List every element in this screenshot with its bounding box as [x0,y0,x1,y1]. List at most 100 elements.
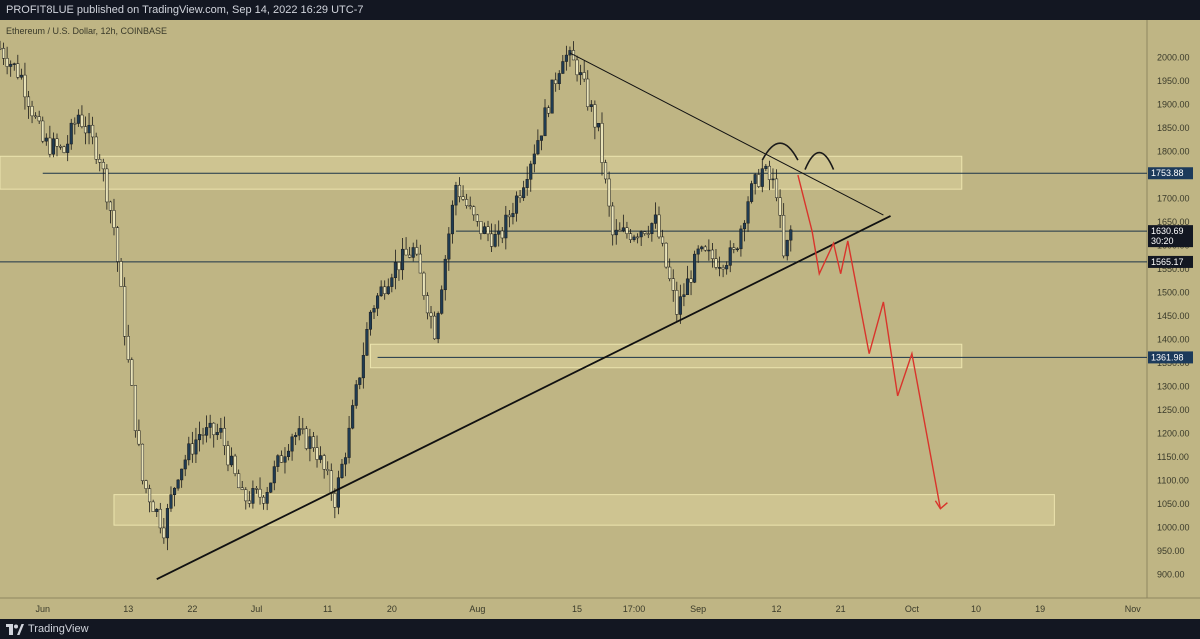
candle-body [62,146,66,153]
price-axis-background[interactable] [1147,20,1200,598]
candle-body [593,104,597,128]
candle-body [379,286,383,297]
candle-body [611,205,615,236]
candle-body [703,246,707,251]
candles-layer [0,40,793,551]
candle-body [596,123,600,128]
price-tick-label: 1900.00 [1157,100,1190,110]
candle-body [468,205,472,207]
candle-body [742,222,747,230]
candle-body [226,445,230,466]
ascending-trendline [156,215,891,581]
candle-body [180,468,184,481]
candle-body [247,500,251,504]
candle-body [415,247,419,255]
candle-body [165,508,169,539]
candle-body [126,336,130,360]
candle-body [457,184,462,197]
candle-body [151,501,155,512]
candle-body [529,163,533,180]
candle-body [618,229,622,232]
candle-body [404,248,408,256]
candle-body [98,159,102,163]
candle-body [543,107,547,137]
candle-body [539,135,543,141]
candle-body [368,311,373,330]
time-tick-label: 20 [387,604,397,614]
candle-body [408,254,412,258]
candle-body [621,227,625,231]
time-tick-label: Nov [1125,604,1142,614]
price-chart[interactable]: 900.00 950.00 1000.00 1050.00 1100.00 1150.00… [0,20,1200,619]
candle-body [69,122,73,145]
candle-body [212,422,216,436]
candle-body [41,120,45,142]
candle-body [205,427,209,436]
candle-body [304,428,308,449]
candle-body [461,196,465,200]
candle-body [137,430,141,445]
candle-body [614,229,618,236]
candle-body [12,63,16,65]
candle-body [66,143,70,153]
candle-body [83,126,88,134]
candle-body [283,456,287,463]
candle-body [265,492,269,504]
candle-body [717,267,722,269]
time-axis-background[interactable] [0,598,1200,619]
price-tick-label: 950.00 [1157,546,1185,556]
tradingview-logo-icon [6,623,24,635]
candle-body [361,355,365,379]
candle-body [604,162,608,180]
price-tick-label: 1550.00 [1157,264,1190,274]
countdown-label-text: 30:20 [1151,236,1174,246]
candle-body [607,178,611,207]
price-label-box [1148,255,1193,268]
candle-body [286,450,291,457]
candle-body [190,443,194,455]
candle-body [215,432,219,436]
time-tick-label: 13 [123,604,133,614]
time-tick-label: 19 [1035,604,1045,614]
time-tick-label: Aug [469,604,485,614]
price-label-box [1148,225,1193,248]
candle-body [383,286,387,294]
candle-body [447,233,451,260]
price-tick-label: 1250.00 [1157,405,1190,415]
candle-body [365,329,369,356]
time-tick-label: 11 [323,604,332,614]
candle-body [258,488,262,498]
candle-body [400,248,405,271]
candle-body [600,123,604,163]
time-tick-label: 15 [572,604,582,614]
candle-body [119,261,123,287]
candle-body [294,435,298,438]
symbol-title: Ethereum / U.S. Dollar, 12h, COINBASE [6,26,167,36]
candle-body [582,72,586,80]
candle-body [229,455,234,466]
candle-body [504,214,508,239]
candle-body [632,236,636,240]
candle-body [254,488,259,490]
projection-path [797,174,942,509]
candle-body [59,146,63,148]
candle-body [105,168,109,203]
candle-body [197,434,202,441]
projection-layer [797,174,948,510]
zone-rect [369,343,963,369]
candle-body [343,457,348,465]
price-tick-label: 1000.00 [1157,523,1190,533]
candle-body [162,527,166,539]
candle-body [201,434,205,436]
candle-body [140,443,145,481]
candle-body [9,63,13,67]
candle-body [73,122,77,125]
candle-body [639,231,643,238]
price-tick-label: 1800.00 [1157,147,1190,157]
candle-body [675,290,679,315]
candle-body [443,258,447,291]
candle-body [696,248,700,255]
price-label-text: 1753.88 [1151,168,1184,178]
candle-body [547,107,551,114]
